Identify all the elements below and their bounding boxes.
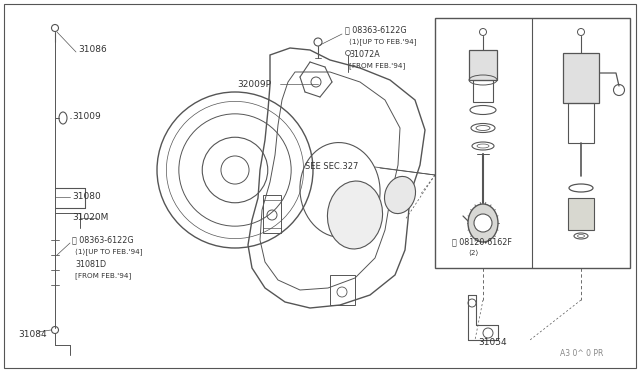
Bar — [330, 275, 355, 305]
Text: ⟨1⟩[UP TO FEB.'94]: ⟨1⟩[UP TO FEB.'94] — [75, 248, 143, 255]
Text: ⟨2⟩: ⟨2⟩ — [468, 250, 478, 256]
Text: 32009P: 32009P — [237, 80, 271, 89]
Ellipse shape — [328, 181, 383, 249]
Text: 31081D: 31081D — [75, 260, 106, 269]
Text: 31086: 31086 — [78, 45, 107, 54]
Text: 31020M: 31020M — [72, 213, 108, 222]
Text: ⟨1⟩[UP TO FEB.'94]: ⟨1⟩[UP TO FEB.'94] — [349, 38, 417, 45]
Text: SEE SEC.327: SEE SEC.327 — [305, 162, 358, 171]
Text: 31072A: 31072A — [349, 50, 380, 59]
Bar — [473, 80, 493, 102]
Text: 31084: 31084 — [18, 330, 47, 339]
Text: A3 0^ 0 PR: A3 0^ 0 PR — [560, 349, 604, 358]
Bar — [469, 50, 497, 80]
Text: 31009: 31009 — [72, 112, 100, 121]
Ellipse shape — [385, 176, 415, 214]
Text: [FROM FEB.'94]: [FROM FEB.'94] — [75, 272, 131, 279]
Text: 31054: 31054 — [478, 338, 507, 347]
Bar — [263, 195, 281, 233]
Bar — [435, 18, 630, 268]
Text: 31080: 31080 — [72, 192, 100, 201]
Text: Ⓢ 08363-6122G: Ⓢ 08363-6122G — [72, 235, 134, 244]
Ellipse shape — [468, 204, 498, 242]
Text: Ⓢ 08363-6122G: Ⓢ 08363-6122G — [345, 25, 406, 34]
Text: Ⓑ 08120-6162F: Ⓑ 08120-6162F — [452, 237, 512, 246]
Bar — [563, 53, 599, 103]
Text: [FROM FEB.'94]: [FROM FEB.'94] — [349, 62, 405, 69]
Bar — [568, 198, 594, 230]
Bar — [568, 103, 594, 143]
Circle shape — [474, 214, 492, 232]
